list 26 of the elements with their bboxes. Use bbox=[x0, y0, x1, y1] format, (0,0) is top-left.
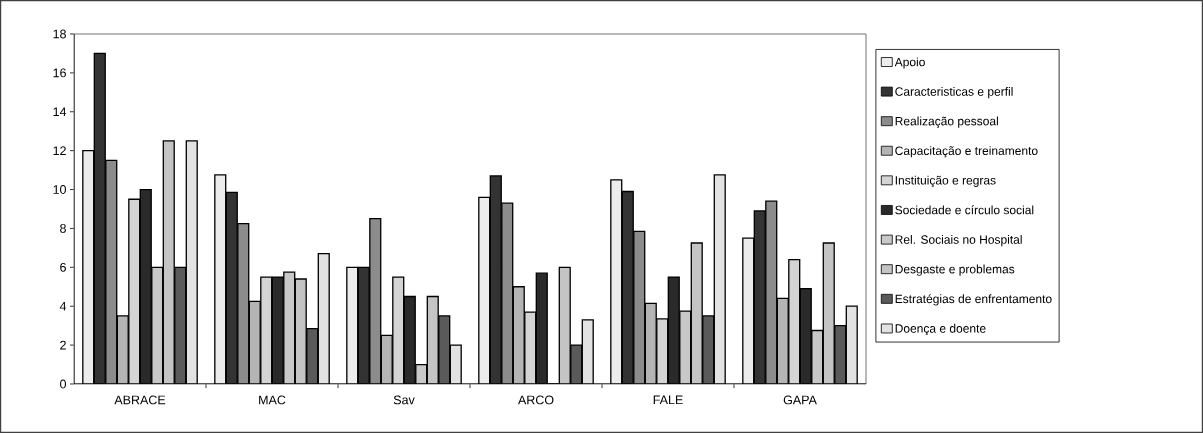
y-tick-label: 4 bbox=[59, 301, 67, 311]
legend-label: Apoio bbox=[894, 57, 925, 69]
y-tick-label: 14 bbox=[53, 107, 67, 117]
y-tick-label: 12 bbox=[53, 146, 66, 156]
legend-label: Desgaste e problemas bbox=[895, 264, 1015, 276]
y-tick-label: 18 bbox=[53, 29, 66, 39]
y-tick-label: 8 bbox=[60, 224, 66, 233]
x-tick-label: MAC bbox=[259, 395, 286, 405]
x-tick-label: Sav bbox=[393, 395, 415, 405]
y-tick-label: 10 bbox=[53, 185, 67, 194]
y-tick-label: 6 bbox=[60, 262, 66, 272]
legend-label: Estratégias de enfrentamento bbox=[895, 294, 1052, 306]
legend-label: Capacitação e treinamento bbox=[895, 146, 1038, 158]
legend-label: Sociedade e círculo social bbox=[895, 205, 1034, 215]
legend-label: Caracteristicas e perfil bbox=[895, 87, 1013, 99]
x-tick-label: GAPA bbox=[783, 395, 817, 405]
y-tick-label: 2 bbox=[60, 340, 66, 350]
x-tick-label: FALE bbox=[653, 395, 683, 405]
legend-label: Rel. Sociais no Hospital bbox=[895, 235, 1022, 247]
y-tick-label: 16 bbox=[53, 68, 66, 78]
y-tick-label: 0 bbox=[60, 379, 67, 389]
legend-label: Realização pessoal bbox=[895, 116, 998, 128]
legend-label: Doença e doente bbox=[895, 323, 986, 336]
x-tick-label: ARCO bbox=[517, 395, 554, 405]
legend-label: Instituição e regras bbox=[895, 175, 996, 187]
x-tick-label: ABRACE bbox=[114, 395, 166, 405]
